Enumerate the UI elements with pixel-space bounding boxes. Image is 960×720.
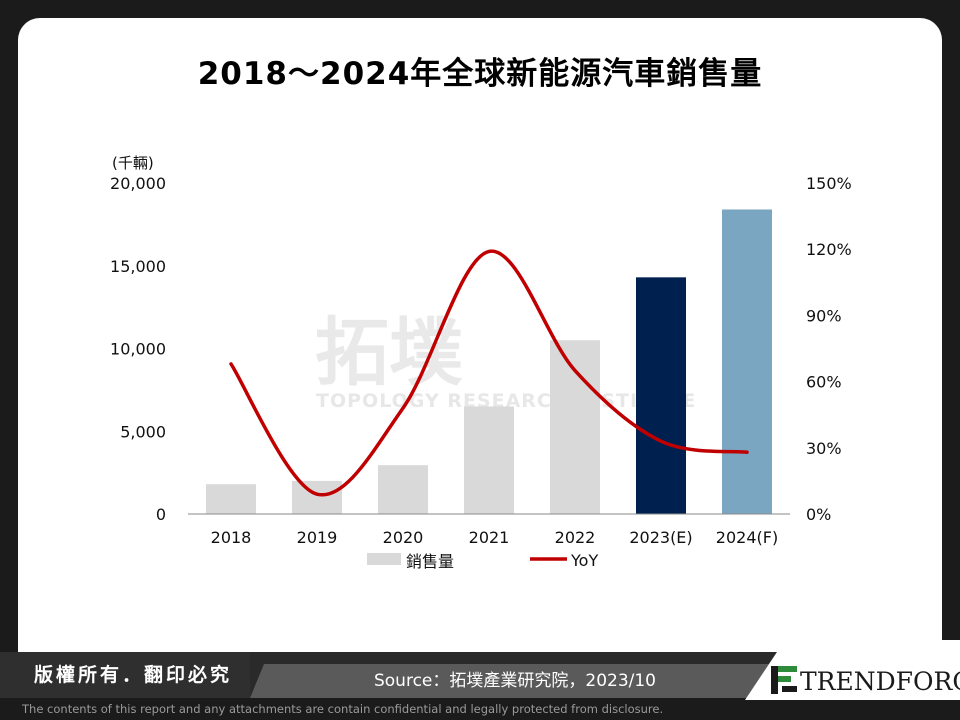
bar-2020 bbox=[378, 465, 428, 514]
left-y-tick-label: 5,000 bbox=[120, 422, 166, 441]
source-note: Source：拓墣產業研究院，2023/10 bbox=[250, 664, 780, 698]
left-y-tick-label: 20,000 bbox=[110, 174, 166, 193]
y-unit-label: (千輛) bbox=[112, 154, 154, 172]
watermark-main: 拓墣 bbox=[315, 310, 463, 396]
bar-2021 bbox=[464, 406, 514, 514]
bar-2019 bbox=[292, 480, 342, 514]
brand-name: TRENDFORCE bbox=[800, 667, 960, 696]
x-tick-label: 2021 bbox=[469, 528, 510, 547]
bar-2018 bbox=[206, 484, 256, 514]
right-y-tick-label: 90% bbox=[806, 306, 842, 325]
legend-bar-label: 銷售量 bbox=[406, 552, 454, 571]
right-y-tick-label: 60% bbox=[806, 373, 842, 392]
bar-2024(F) bbox=[722, 209, 772, 515]
bar-2022 bbox=[550, 340, 600, 514]
x-tick-label: 2022 bbox=[555, 528, 596, 547]
slide-card bbox=[18, 18, 942, 698]
left-y-tick-label: 0 bbox=[156, 505, 166, 524]
disclaimer: The contents of this report and any atta… bbox=[22, 702, 664, 716]
right-y-tick-label: 120% bbox=[806, 240, 852, 259]
x-tick-label: 2020 bbox=[383, 528, 424, 547]
x-tick-label: 2019 bbox=[297, 528, 338, 547]
bar-2023(E) bbox=[636, 277, 686, 514]
legend-line-label: YoY bbox=[570, 551, 598, 570]
right-y-tick-label: 30% bbox=[806, 439, 842, 458]
copyright-notice: 版權所有．翻印必究 bbox=[0, 652, 250, 698]
right-y-tick-label: 0% bbox=[806, 505, 831, 524]
x-tick-label: 2024(F) bbox=[716, 528, 778, 547]
chart-title: 2018～2024年全球新能源汽車銷售量 bbox=[197, 56, 763, 92]
trendforce-logo-icon bbox=[771, 666, 797, 694]
x-tick-label: 2023(E) bbox=[629, 528, 692, 547]
left-y-tick-label: 10,000 bbox=[110, 340, 166, 359]
left-y-tick-label: 15,000 bbox=[110, 257, 166, 276]
x-tick-label: 2018 bbox=[211, 528, 252, 547]
legend-bar-swatch bbox=[367, 553, 401, 565]
right-y-tick-label: 150% bbox=[806, 174, 852, 193]
